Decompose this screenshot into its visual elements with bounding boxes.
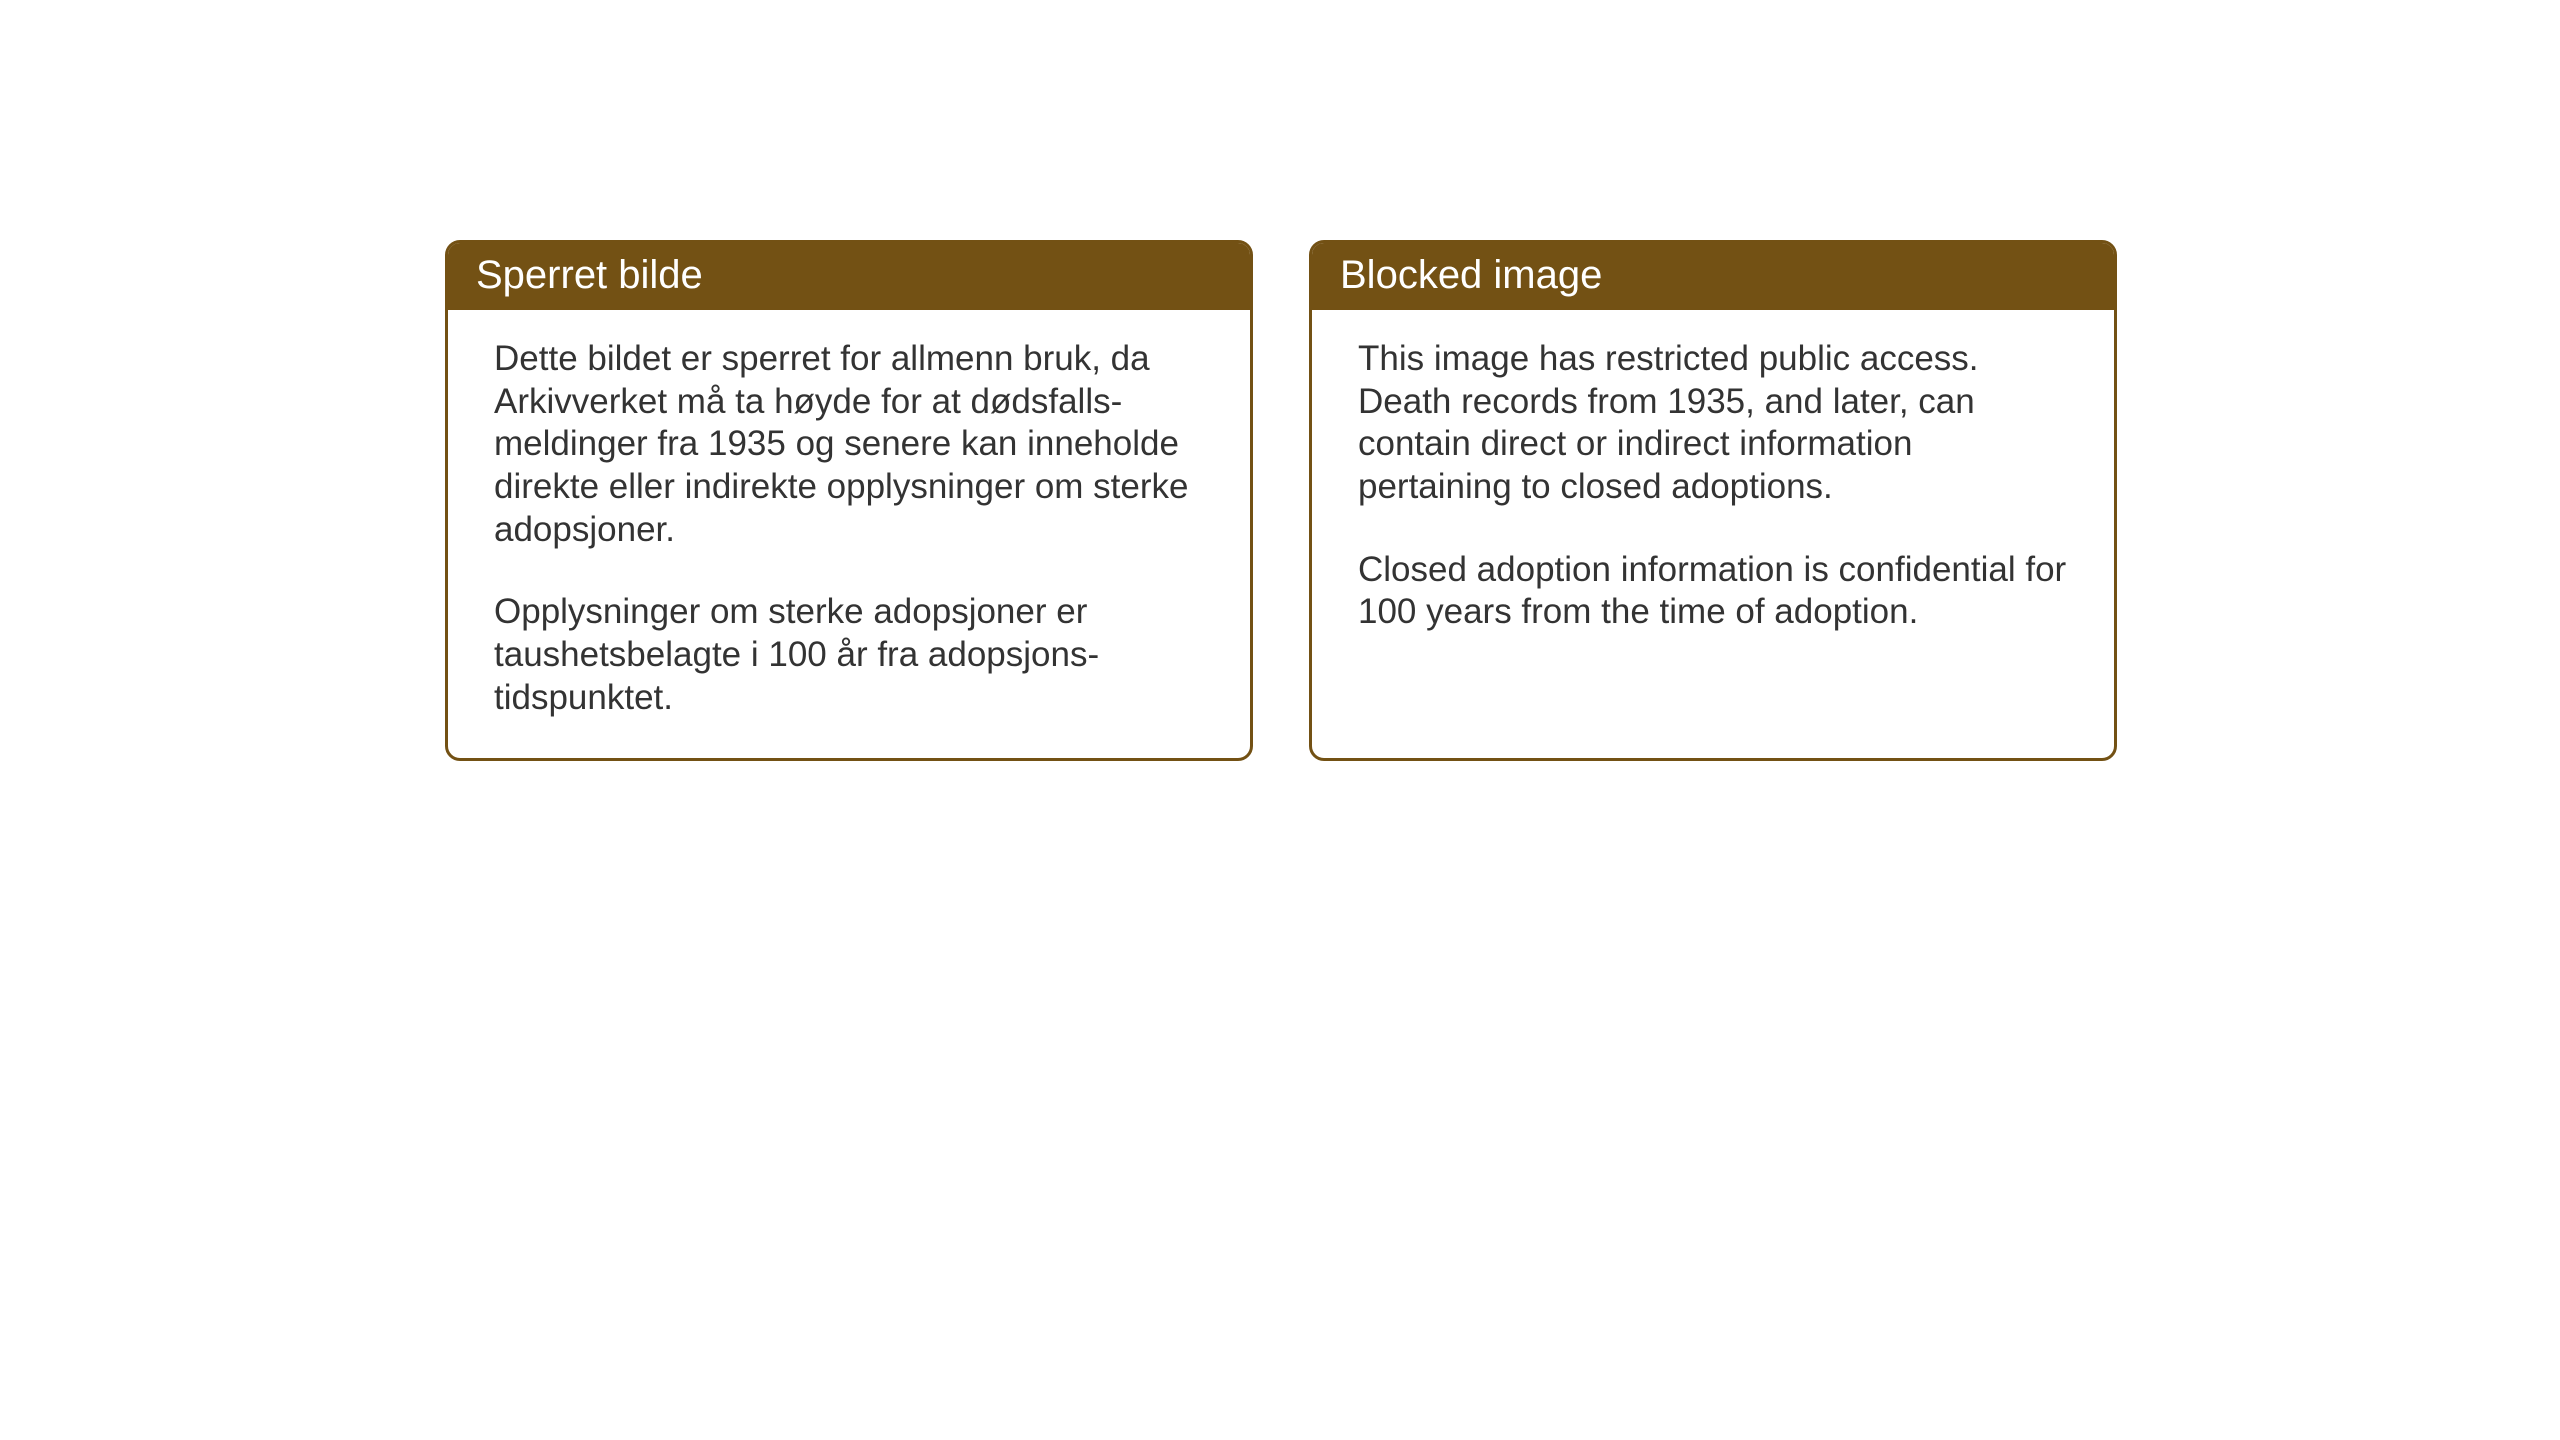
notice-title-english: Blocked image	[1340, 253, 1602, 297]
notice-title-norwegian: Sperret bilde	[476, 253, 703, 297]
notice-card-english: Blocked image This image has restricted …	[1309, 240, 2117, 761]
notice-text-english-p2: Closed adoption information is confident…	[1358, 549, 2068, 634]
notice-body-norwegian: Dette bildet er sperret for allmenn bruk…	[448, 310, 1250, 758]
notice-text-norwegian-p1: Dette bildet er sperret for allmenn bruk…	[494, 338, 1204, 551]
notice-card-norwegian: Sperret bilde Dette bildet er sperret fo…	[445, 240, 1253, 761]
notice-container: Sperret bilde Dette bildet er sperret fo…	[445, 240, 2117, 761]
notice-header-english: Blocked image	[1312, 243, 2114, 310]
notice-text-norwegian-p2: Opplysninger om sterke adopsjoner er tau…	[494, 591, 1204, 719]
notice-text-english-p1: This image has restricted public access.…	[1358, 338, 2068, 509]
notice-body-english: This image has restricted public access.…	[1312, 310, 2114, 672]
notice-header-norwegian: Sperret bilde	[448, 243, 1250, 310]
